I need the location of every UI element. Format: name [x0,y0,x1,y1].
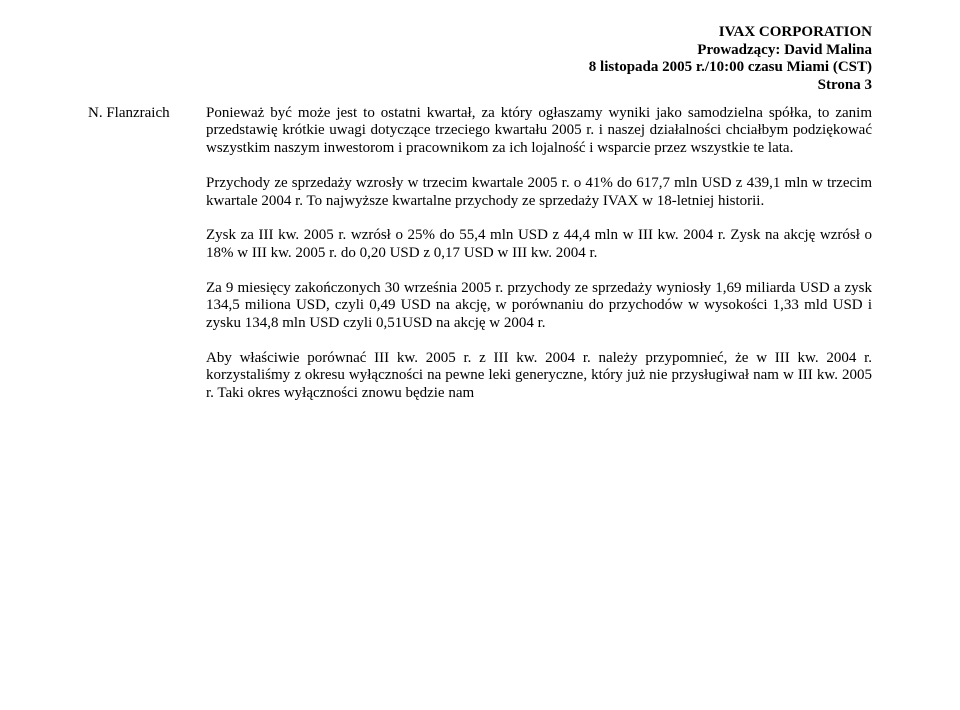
header-page: Strona 3 [88,77,872,95]
content-row: N. Flanzraich Ponieważ być może jest to … [88,105,872,403]
header-date: 8 listopada 2005 r./10:00 czasu Miami (C… [88,59,872,77]
paragraph: Ponieważ być może jest to ostatni kwarta… [206,105,872,158]
speaker-column: N. Flanzraich [88,105,206,123]
paragraph: Aby właściwie porównać III kw. 2005 r. z… [206,350,872,403]
body-column: Ponieważ być może jest to ostatni kwarta… [206,105,872,403]
header-company: IVAX CORPORATION [88,24,872,42]
paragraph: Za 9 miesięcy zakończonych 30 września 2… [206,280,872,333]
paragraph: Zysk za III kw. 2005 r. wzrósł o 25% do … [206,227,872,262]
header-presenter: Prowadzący: David Malina [88,42,872,60]
document-header: IVAX CORPORATION Prowadzący: David Malin… [88,24,872,95]
speaker-name: N. Flanzraich [88,105,170,121]
paragraph: Przychody ze sprzedaży wzrosły w trzecim… [206,175,872,210]
